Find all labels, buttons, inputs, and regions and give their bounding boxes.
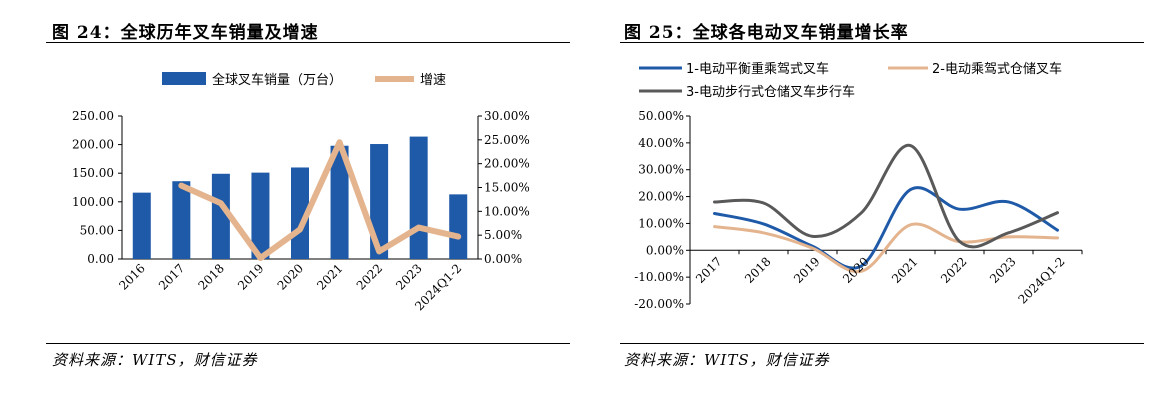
bar-2018: [211, 173, 230, 259]
y-tick-label: -20.00%: [634, 297, 684, 311]
left-tick-label: 100.00: [72, 195, 114, 209]
right-tick-label: 0.00%: [484, 252, 522, 266]
y-tick-label: 0.00%: [646, 243, 684, 257]
figure-25-chart: 1-电动平衡重乘驾式叉车 2-电动乘驾式仓储叉车 3-电动步行式仓储叉车步行车 -20…: [634, 61, 1083, 311]
figure-24-chart: 全球叉车销量（万台） 增速 0.00 50.00 100.00 150.00 200.00 2…: [72, 72, 530, 313]
bar-2019: [251, 172, 270, 259]
growth-line: [178, 139, 462, 262]
y-tick-label: 20.00%: [638, 190, 684, 204]
figure-24-panel: 图 24：全球历年叉车销量及增速 全球叉车销量（万台） 增速 0.00 50.00 10…: [0, 0, 575, 402]
x-tick-label: 2017: [156, 261, 187, 292]
legend-label-sales: 全球叉车销量（万台）: [212, 72, 342, 88]
figure-24-title: 图 24：全球历年叉车销量及增速: [52, 23, 319, 43]
bar-2023: [409, 136, 428, 259]
x-tick-label: 2023: [987, 255, 1018, 286]
x-tick-label: 2019: [791, 255, 822, 286]
y-tick-label: -10.00%: [634, 270, 684, 284]
x-tick-label: 2023: [393, 261, 424, 292]
right-tick-label: 15.00%: [484, 181, 530, 195]
right-tick-label: 25.00%: [484, 133, 530, 147]
series-line-2: [713, 222, 1059, 274]
x-tick-label: 2016: [116, 261, 147, 292]
y-tick-label: 40.00%: [638, 136, 684, 150]
legend-label-series-3: 3-电动步行式仓储叉车步行车: [686, 84, 855, 100]
x-tick-label: 2022: [354, 261, 385, 292]
left-tick-label: 250.00: [72, 109, 114, 123]
source-rule: [46, 343, 570, 344]
x-tick-label: 2021: [889, 255, 920, 286]
legend-label-series-2: 2-电动乘驾式仓储叉车: [932, 61, 1062, 77]
source-rule: [620, 343, 1144, 344]
y-tick-label: 50.00%: [638, 109, 684, 123]
x-tick-label: 2019: [235, 261, 266, 292]
x-tick-label: 2017: [693, 255, 724, 286]
series-line-3: [713, 144, 1059, 249]
figure-25-panel: 图 25：全球各电动叉车销量增长率 1-电动平衡重乘驾式叉车 2-电动乘驾式仓储叉…: [620, 0, 1172, 402]
legend-label-growth: 增速: [420, 73, 446, 88]
figure-25-title: 图 25：全球各电动叉车销量增长率: [624, 23, 909, 43]
x-tick-label: 2018: [196, 261, 227, 292]
x-tick-label: 2020: [275, 261, 306, 292]
left-tick-label: 200.00: [72, 138, 114, 152]
x-tick-label: 2018: [742, 255, 773, 286]
bar-2024Q1-2: [449, 194, 468, 259]
legend-label-series-1: 1-电动平衡重乘驾式叉车: [686, 61, 829, 77]
right-tick-label: 30.00%: [484, 109, 530, 123]
right-tick-label: 5.00%: [484, 228, 522, 242]
y-tick-label: 30.00%: [638, 163, 684, 177]
figure-25-source: 资料来源：WITS，财信证券: [624, 351, 830, 369]
figure-24-source: 资料来源：WITS，财信证券: [52, 351, 258, 369]
left-tick-label: 50.00: [80, 223, 114, 237]
title-rule: [620, 42, 1144, 43]
bar-2021: [330, 145, 349, 259]
legend-swatch-sales: [162, 72, 206, 85]
bar-2016: [132, 192, 151, 259]
title-rule: [46, 42, 570, 43]
y-tick-label: 10.00%: [638, 216, 684, 230]
x-tick-label: 2024Q1-2: [1016, 255, 1068, 307]
series-line-1: [713, 186, 1059, 270]
left-tick-label: 150.00: [72, 166, 114, 180]
x-tick-label: 2022: [938, 255, 969, 286]
right-tick-label: 20.00%: [484, 157, 530, 171]
bar-2017: [172, 181, 191, 259]
x-tick-label: 2021: [314, 261, 345, 292]
right-tick-label: 10.00%: [484, 204, 530, 218]
left-tick-label: 0.00: [87, 252, 114, 266]
